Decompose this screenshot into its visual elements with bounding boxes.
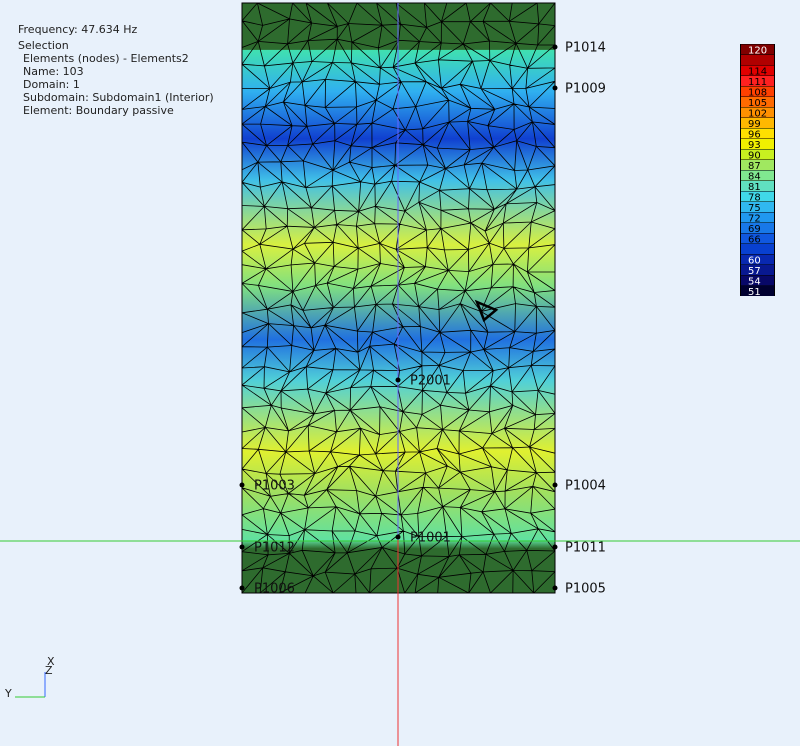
colorbar-label: 90 [748, 150, 761, 161]
point-label: P1006 [254, 582, 295, 597]
point-label: P1009 [565, 82, 606, 97]
colorbar-label: 105 [748, 98, 767, 109]
point-marker [552, 544, 558, 550]
colorbar-swatch [741, 275, 774, 286]
colorbar-swatch [741, 118, 774, 128]
point-marker [239, 544, 245, 550]
axis-label: X [47, 655, 55, 668]
colorbar-label: 69 [748, 224, 761, 235]
colorbar-swatch [741, 76, 774, 86]
point-marker [395, 377, 401, 383]
colorbar-swatch [741, 265, 774, 275]
colorbar-swatch [741, 202, 774, 212]
colorbar-label: 87 [748, 161, 761, 172]
point-label: P1005 [565, 582, 606, 597]
colorbar-swatch [741, 191, 774, 202]
colorbar-label: 93 [748, 140, 761, 151]
frequency: Frequency: 47.634 Hz [18, 23, 137, 36]
colorbar-swatch [741, 233, 774, 244]
info-line: Subdomain: Subdomain1 (Interior) [23, 91, 214, 104]
colorbar-label: 84 [748, 171, 761, 182]
selection-title: Selection [18, 39, 69, 52]
colorbar-label: 96 [748, 129, 761, 140]
mesh-lines [241, 2, 556, 594]
colorbar-label: 102 [748, 108, 767, 119]
point-label: P1003 [254, 479, 295, 494]
colorbar-swatch [741, 44, 774, 55]
points: P1014 P1009 P1004 P1011 P1005 P2001 P1003 P1001… [239, 41, 606, 597]
colorbar-swatch [741, 128, 774, 139]
point-label: P1011 [565, 541, 606, 556]
colorbar-swatch [741, 244, 774, 254]
colorbar-swatch [741, 55, 774, 65]
colorbar-label: 66 [748, 234, 761, 245]
colorbar-label: 114 [748, 66, 767, 77]
colorbar-swatch [741, 97, 774, 107]
colorbar-swatch [741, 181, 774, 191]
colorbar-label: 81 [748, 182, 761, 193]
info-line: Element: Boundary passive [23, 104, 174, 117]
colorbar-swatch [741, 212, 774, 223]
point-marker [239, 585, 245, 591]
colorbar-swatch [741, 107, 774, 118]
point-marker [552, 585, 558, 591]
point-label: P1014 [565, 41, 606, 56]
colorbar-label: 54 [748, 276, 761, 287]
colorbar-swatch [741, 286, 774, 296]
axis-label: Z [45, 664, 53, 677]
colorbar-swatch [741, 254, 774, 265]
point-marker [395, 534, 401, 540]
colorbar-label: 72 [748, 213, 761, 224]
axis-label: Y [4, 687, 12, 700]
colorbar-label: 75 [748, 203, 761, 214]
point-label: P1001 [410, 531, 451, 546]
point-marker [239, 482, 245, 488]
colorbar-label: 111 [748, 77, 767, 88]
info-line: Name: 103 [23, 65, 84, 78]
colorbar-label: 99 [748, 119, 761, 130]
colorbar-label: 60 [748, 255, 761, 266]
colorbar-label: 57 [748, 266, 761, 277]
colorbar: 120 1141111081051029996939087848178757269… [740, 44, 775, 298]
point-marker [552, 44, 558, 50]
info-line: Domain: 1 [23, 78, 80, 91]
colorbar-swatch [741, 139, 774, 149]
point-marker [552, 85, 558, 91]
colorbar-label: 108 [748, 87, 767, 98]
point-label: P1004 [565, 479, 606, 494]
mesh [241, 2, 556, 594]
selected-element [474, 299, 499, 323]
colorbar-swatch [741, 223, 774, 233]
point-label: P2001 [410, 374, 451, 389]
colorbar-label: 51 [748, 287, 761, 298]
colorbar-swatch [741, 86, 774, 97]
colorbar-swatch [741, 170, 774, 181]
colorbar-swatch [741, 65, 774, 76]
colorbar-label: 120 [748, 45, 767, 56]
info-line: Elements (nodes) - Elements2 [23, 52, 189, 65]
colorbar-label: 78 [748, 192, 761, 203]
colorbar-swatch [741, 160, 774, 170]
point-label: P1012 [254, 541, 295, 556]
colorbar-swatch [741, 149, 774, 160]
point-marker [552, 482, 558, 488]
